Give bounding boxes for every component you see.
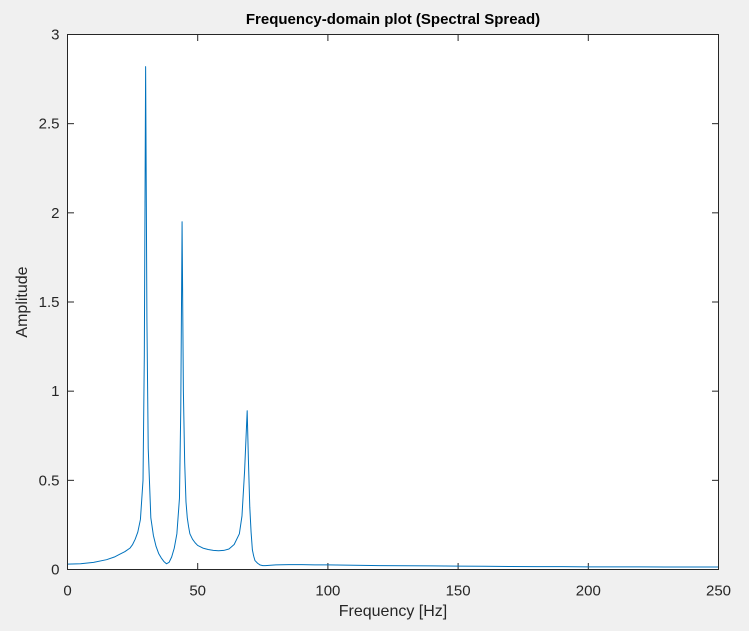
axes-background [67,34,719,570]
chart-title: Frequency-domain plot (Spectral Spread) [246,11,540,28]
tick-labels: 0 50 100 150 200 250 0 0.5 1 1.5 2 2.5 3 [39,27,731,600]
x-axis-label: Frequency [Hz] [339,603,447,620]
y-tick-label: 0 [51,562,59,579]
y-tick-label: 1.5 [39,294,60,311]
y-axis-label: Amplitude [14,266,31,337]
axes-box [67,34,719,570]
x-tick-label: 200 [576,583,601,600]
y-tick-label: 1 [51,383,59,400]
y-tick-label: 0.5 [39,472,60,489]
spectrum-line [67,66,719,568]
x-tick-label: 50 [189,583,206,600]
x-tick-label: 100 [315,583,340,600]
y-tick-label: 2.5 [39,116,60,133]
x-tick-label: 150 [446,583,471,600]
y-tick-label: 2 [51,205,59,222]
x-tick-label: 0 [63,583,71,600]
y-tick-label: 3 [51,27,59,44]
x-tick-label: 250 [706,583,731,600]
